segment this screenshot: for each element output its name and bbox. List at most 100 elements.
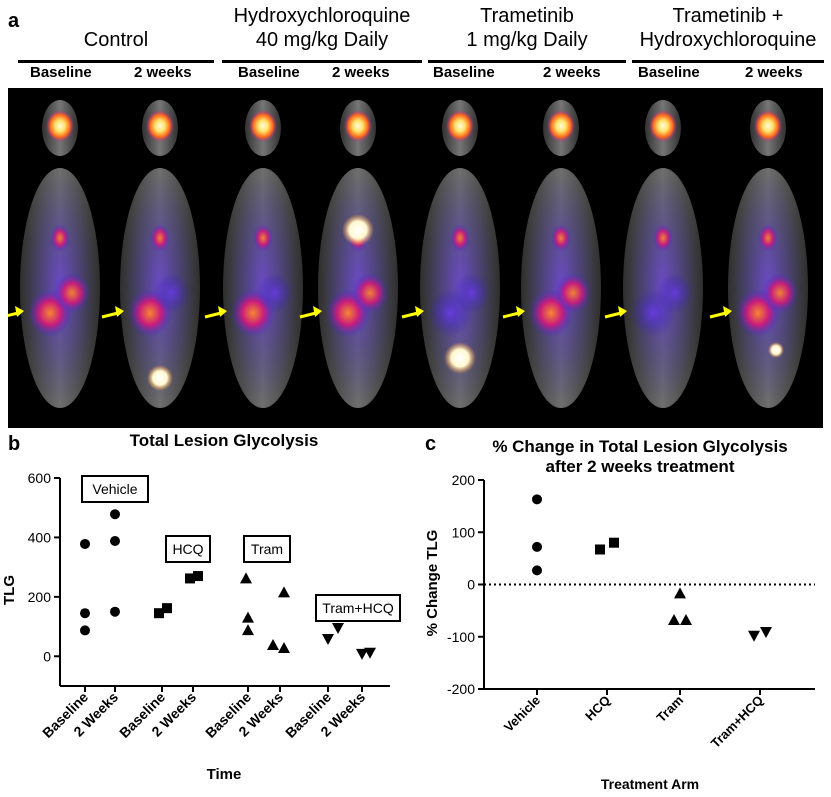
x-tick-label: Tram xyxy=(654,693,687,726)
y-tick-label: 600 xyxy=(28,470,52,486)
panel-c-letter: c xyxy=(425,433,436,455)
tumor-arrow xyxy=(709,311,727,319)
data-point xyxy=(240,572,252,584)
panel-b-x-axis-label: Time xyxy=(207,766,242,783)
tumor-arrow-head xyxy=(15,306,24,317)
tumor-arrow xyxy=(604,311,622,319)
heart-uptake xyxy=(551,224,571,252)
brain-uptake xyxy=(46,110,74,142)
brain-uptake xyxy=(446,110,474,142)
mouse-scan xyxy=(502,100,601,408)
tumor-arrow-head xyxy=(516,306,525,317)
panel-b-chart: b Total Lesion Glycolysis TLG Time 0 200 4… xyxy=(1,431,401,783)
tumor-arrow xyxy=(101,311,119,319)
subheader-baseline: Baseline xyxy=(238,64,300,81)
y-tick-label: -200 xyxy=(447,681,475,697)
group-annotation-label: HCQ xyxy=(172,541,203,557)
group-annotation-box xyxy=(243,535,291,563)
data-point xyxy=(154,608,164,619)
group-header-tram-hcq: Trametinib + Hydroxychloroquine xyxy=(632,4,824,63)
heart-uptake xyxy=(450,224,470,252)
tumor-arrow-head xyxy=(618,306,627,317)
panel-c-title-line1: % Change in Total Lesion Glycolysis xyxy=(492,437,787,456)
data-point xyxy=(532,565,542,576)
data-point xyxy=(595,544,605,555)
group-rule xyxy=(428,60,626,63)
pet-ct-images xyxy=(8,100,808,408)
data-point xyxy=(80,538,90,549)
brain-uptake xyxy=(249,110,277,142)
y-tick-label: 200 xyxy=(452,472,476,488)
mouse-scan xyxy=(604,100,703,408)
subheader-2-weeks: 2 weeks xyxy=(134,64,192,81)
hot-spot xyxy=(768,342,784,358)
abdomen-uptake xyxy=(154,273,190,313)
x-tick-label: HCQ xyxy=(582,693,613,724)
x-tick-label: Vehicle xyxy=(501,693,543,735)
group-title-line2: 40 mg/kg Daily xyxy=(255,29,389,51)
group-title-line1: Trametinib + xyxy=(672,5,784,27)
hot-spot xyxy=(342,214,374,246)
panel-c-y-axis-label: % Change TLG xyxy=(424,530,441,637)
data-point xyxy=(193,571,203,582)
group-title-line1: Trametinib xyxy=(480,5,574,27)
group-annotation-label: Vehicle xyxy=(92,481,137,497)
panel-b-y-axis-label: TLG xyxy=(1,575,18,605)
brain-uptake xyxy=(146,110,174,142)
tumor-arrow-head xyxy=(313,306,322,317)
data-point xyxy=(110,606,120,617)
group-annotation-label: Tram+HCQ xyxy=(322,600,394,616)
panel-a-letter: a xyxy=(8,10,20,32)
hot-spot xyxy=(147,365,173,391)
hot-spot xyxy=(444,342,476,374)
abdomen-uptake xyxy=(555,273,591,313)
brain-uptake xyxy=(754,110,782,142)
data-point xyxy=(267,638,279,650)
brain-uptake xyxy=(649,110,677,142)
y-tick-label: 200 xyxy=(28,589,52,605)
tumor-arrow-head xyxy=(723,306,732,317)
abdomen-uptake xyxy=(454,273,490,313)
data-point xyxy=(185,573,195,584)
subheader-baseline: Baseline xyxy=(433,64,495,81)
panel-c-title-line2: after 2 weeks treatment xyxy=(546,457,735,476)
data-point xyxy=(80,608,90,619)
data-point xyxy=(278,641,290,653)
mouse-scan xyxy=(709,100,808,408)
data-point xyxy=(674,587,686,599)
group-rule xyxy=(632,60,824,63)
data-point xyxy=(162,603,172,614)
y-tick-label: 100 xyxy=(452,524,476,540)
panel-c-chart: c % Change in Total Lesion Glycolysis af… xyxy=(424,433,815,792)
mouse-scan xyxy=(299,100,398,408)
group-annotation-box xyxy=(165,535,211,563)
panel-b-title: Total Lesion Glycolysis xyxy=(130,431,319,450)
abdomen-uptake xyxy=(257,273,293,313)
abdomen-uptake xyxy=(352,273,388,313)
subheader-2-weeks: 2 weeks xyxy=(332,64,390,81)
abdomen-uptake xyxy=(54,273,90,313)
group-annotation-label: Tram xyxy=(251,541,283,557)
x-tick-label: Tram+HCQ xyxy=(708,693,766,751)
group-header-control: Control xyxy=(18,4,214,63)
subheader-2-weeks: 2 weeks xyxy=(745,64,803,81)
tumor-arrow xyxy=(401,311,419,319)
mouse-scan xyxy=(204,100,303,408)
tumor-arrow xyxy=(502,311,520,319)
heart-uptake xyxy=(50,224,70,252)
data-point xyxy=(532,494,542,505)
data-point xyxy=(760,627,772,639)
y-tick-label: 0 xyxy=(43,648,51,664)
data-point xyxy=(332,623,344,635)
group-title: Control xyxy=(83,29,149,51)
data-point xyxy=(110,535,120,546)
data-point xyxy=(110,509,120,520)
data-point xyxy=(609,537,619,548)
tumor-arrow xyxy=(299,311,317,319)
data-point xyxy=(364,647,376,659)
data-point xyxy=(80,625,90,636)
group-title-line1: Hydroxychloroquine xyxy=(233,5,411,27)
group-title-line2: Hydroxychloroquine xyxy=(639,29,817,51)
data-point xyxy=(748,630,760,642)
data-point xyxy=(278,586,290,598)
